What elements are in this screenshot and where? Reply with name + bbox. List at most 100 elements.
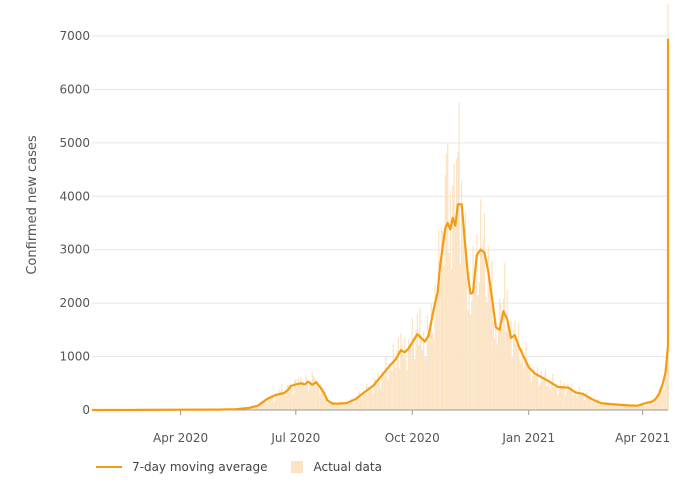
actual-data-bar: [333, 403, 335, 410]
actual-data-bar: [423, 330, 425, 410]
actual-data-bar: [282, 393, 284, 410]
actual-data-bar: [497, 332, 499, 410]
actual-data-bar: [525, 342, 527, 410]
actual-data-bar: [574, 390, 577, 410]
actual-data-bar: [448, 252, 450, 410]
actual-data-bar: [310, 385, 312, 410]
actual-data-bar: [273, 401, 275, 410]
actual-data-bar: [643, 402, 645, 410]
actual-data-bar: [544, 368, 546, 410]
actual-data-bar: [616, 403, 618, 410]
actual-data-bar: [471, 301, 473, 410]
actual-data-bar: [588, 396, 591, 410]
actual-data-bar: [491, 260, 493, 410]
actual-data-bar: [293, 380, 296, 410]
actual-data-bar: [363, 394, 365, 410]
actual-data-bar: [435, 300, 437, 410]
actual-data-bar: [569, 386, 572, 410]
actual-data-bar: [615, 403, 617, 410]
actual-data-bar: [487, 245, 489, 410]
actual-data-bar: [452, 185, 454, 410]
actual-data-bar: [476, 233, 478, 410]
actual-data-bar: [412, 343, 415, 410]
actual-data-bar: [323, 394, 325, 410]
actual-data-bar: [585, 396, 587, 410]
actual-data-bar: [373, 377, 375, 410]
actual-data-bar: [442, 231, 444, 410]
actual-data-bar: [418, 345, 420, 410]
actual-data-bar: [415, 329, 417, 410]
actual-data-bar: [390, 369, 392, 410]
actual-data-bar: [338, 404, 340, 410]
actual-data-bar: [307, 390, 310, 410]
actual-data-bar: [357, 398, 359, 410]
actual-data-bar: [324, 391, 326, 410]
y-tick-label: 5000: [59, 136, 90, 150]
actual-data-bar: [624, 403, 626, 410]
actual-data-bar: [410, 347, 412, 410]
y-axis-ticks: 0 1000 2000 3000 4000 5000 6000 7000: [59, 29, 90, 417]
actual-data-bar: [371, 390, 373, 410]
actual-data-bar: [505, 331, 507, 410]
actual-data-bar: [539, 383, 541, 410]
actual-data-bar: [440, 228, 442, 410]
actual-data-bar: [540, 370, 543, 410]
actual-data-bar: [637, 407, 639, 410]
actual-data-bar: [364, 394, 367, 410]
actual-data-bar: [405, 359, 407, 410]
actual-data-bar: [376, 383, 378, 410]
x-tick-label: Apr 2021: [615, 431, 670, 445]
actual-data-bar: [353, 403, 355, 410]
actual-data-bar: [290, 383, 292, 410]
legend-item-actual[interactable]: Actual data: [291, 460, 382, 474]
actual-data-bar: [482, 239, 484, 410]
actual-data-bar: [621, 405, 624, 410]
actual-data-bar: [358, 391, 360, 410]
actual-data-bar: [571, 383, 573, 410]
actual-data-bar: [573, 394, 575, 410]
grid-lines: [92, 35, 668, 358]
actual-data-bar: [450, 268, 453, 410]
y-tick-label: 7000: [59, 29, 90, 43]
actual-data-bar: [315, 387, 317, 410]
actual-data-bar: [501, 327, 503, 410]
actual-data-bar: [258, 406, 260, 410]
actual-data-bar: [259, 402, 261, 410]
actual-data-bar: [650, 399, 653, 410]
actual-data-bar: [653, 400, 655, 410]
actual-data-bar: [538, 386, 540, 410]
actual-data-bar: [421, 350, 424, 410]
actual-data-bar: [493, 338, 496, 410]
actual-data-bar: [534, 374, 536, 410]
actual-data-bar: [433, 340, 435, 410]
actual-data-bar: [553, 386, 555, 410]
actual-data-bar: [250, 407, 253, 410]
actual-data-bar: [592, 401, 594, 410]
actual-data-bar: [407, 339, 410, 410]
actual-data-bar: [277, 396, 279, 410]
actual-data-bar: [521, 348, 524, 410]
actual-data-bar: [306, 379, 308, 410]
actual-data-bar: [428, 329, 430, 410]
y-tick-label: 3000: [59, 243, 90, 257]
actual-data-bar: [614, 404, 616, 410]
actual-data-bar: [280, 391, 282, 410]
y-axis-title: Confirmed new cases: [25, 135, 40, 275]
actual-data-bar: [348, 400, 350, 410]
legend-item-average[interactable]: 7-day moving average: [96, 460, 267, 474]
actual-data-bar: [368, 392, 370, 410]
actual-data-bar: [343, 402, 345, 410]
actual-data-bar: [339, 401, 341, 410]
actual-data-bar: [344, 404, 346, 410]
actual-data-bar: [309, 381, 311, 410]
actual-data-bar: [287, 385, 289, 410]
actual-data-bar: [391, 370, 393, 410]
actual-data-bar: [311, 372, 313, 410]
actual-data-bar: [462, 227, 464, 410]
actual-data-bar: [443, 265, 445, 410]
actual-data-bar: [328, 400, 330, 410]
actual-data-bar: [543, 375, 545, 410]
actual-data-bar: [302, 381, 305, 410]
actual-data-bar: [411, 317, 413, 410]
actual-data-bar: [562, 385, 564, 410]
